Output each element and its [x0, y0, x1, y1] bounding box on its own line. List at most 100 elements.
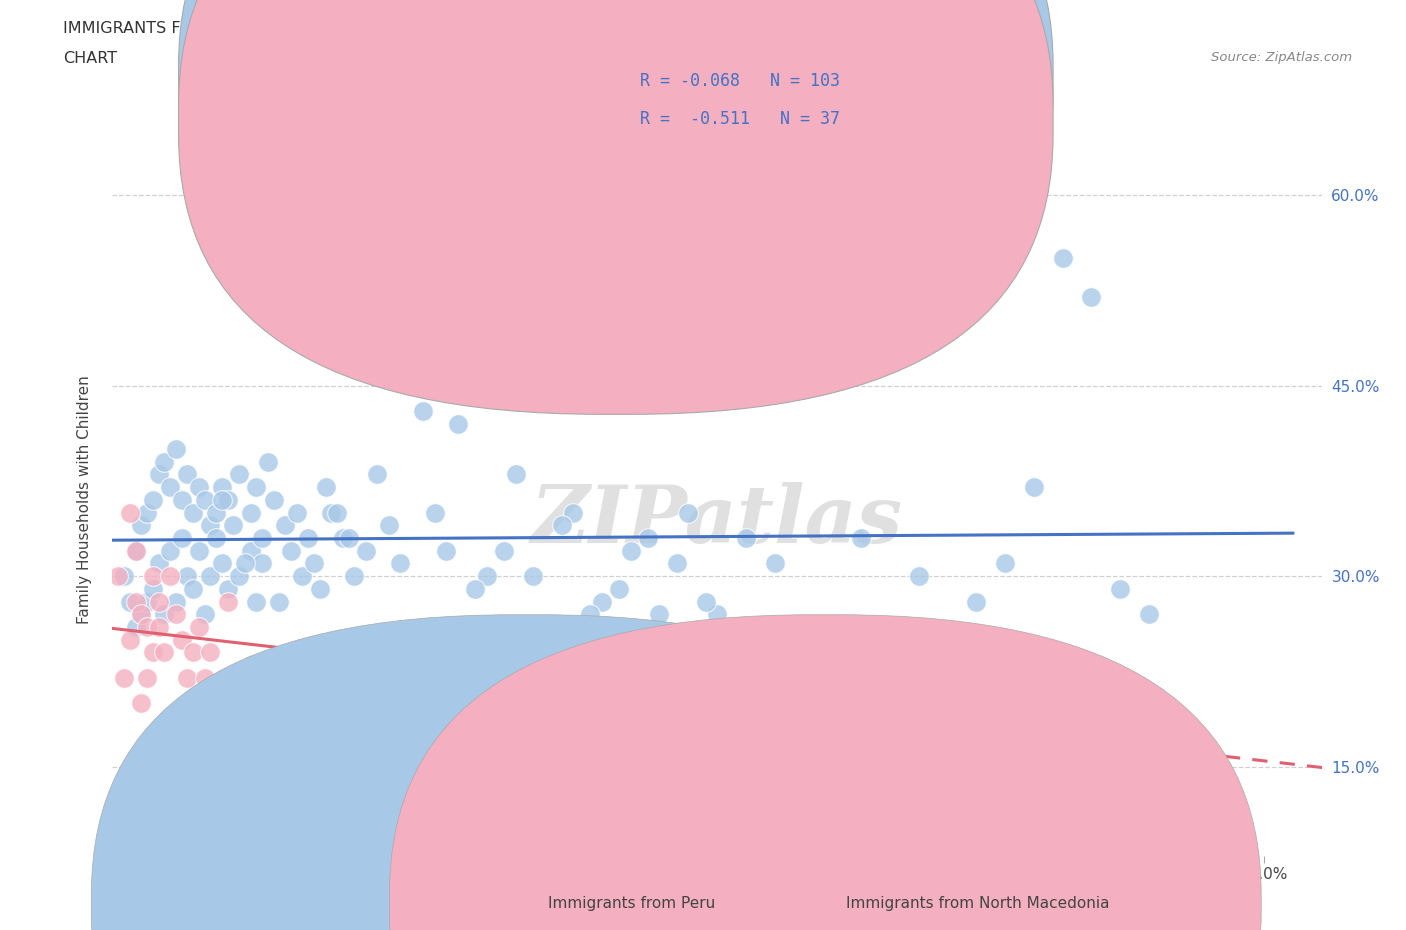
Point — [591, 594, 613, 609]
Point — [176, 568, 198, 583]
Point — [136, 619, 159, 634]
Text: Immigrants from Peru: Immigrants from Peru — [548, 897, 716, 911]
Point — [337, 530, 360, 545]
Point — [401, 365, 423, 380]
Point — [436, 543, 458, 558]
Point — [354, 543, 377, 558]
Point — [176, 467, 198, 482]
Point — [112, 568, 135, 583]
Point — [165, 594, 187, 609]
Text: Source: ZipAtlas.com: Source: ZipAtlas.com — [1212, 51, 1353, 64]
Point — [124, 543, 146, 558]
Point — [250, 556, 273, 571]
Point — [907, 709, 929, 724]
Point — [607, 581, 630, 596]
Point — [315, 480, 337, 495]
Point — [447, 417, 470, 432]
Text: ZIPatlas: ZIPatlas — [531, 483, 903, 560]
Point — [792, 619, 814, 634]
Point — [297, 530, 319, 545]
Point — [308, 581, 330, 596]
Point — [205, 696, 228, 711]
Point — [153, 606, 176, 621]
Point — [118, 594, 141, 609]
Text: Immigrants from North Macedonia: Immigrants from North Macedonia — [846, 897, 1109, 911]
Point — [280, 543, 302, 558]
Point — [637, 530, 659, 545]
Point — [142, 568, 165, 583]
Point — [665, 556, 688, 571]
Point — [181, 505, 204, 520]
Point — [245, 594, 267, 609]
Point — [187, 543, 209, 558]
Point — [217, 581, 239, 596]
Point — [302, 658, 325, 672]
Point — [366, 467, 388, 482]
Point — [250, 530, 273, 545]
Point — [222, 518, 245, 533]
Point — [648, 606, 671, 621]
Point — [205, 530, 228, 545]
Point — [965, 594, 987, 609]
Point — [291, 568, 314, 583]
Point — [129, 518, 152, 533]
Point — [620, 543, 643, 558]
Point — [118, 505, 141, 520]
Point — [849, 530, 872, 545]
Point — [678, 505, 700, 520]
Point — [194, 671, 217, 685]
Point — [492, 543, 515, 558]
Point — [332, 530, 354, 545]
Point — [129, 606, 152, 621]
Point — [233, 556, 256, 571]
Point — [378, 518, 401, 533]
Point — [285, 505, 308, 520]
Point — [1080, 289, 1102, 304]
Point — [1022, 480, 1045, 495]
Point — [678, 671, 700, 685]
Point — [170, 493, 193, 508]
Text: CHART: CHART — [63, 51, 117, 66]
Point — [211, 480, 233, 495]
Point — [187, 619, 209, 634]
Point — [148, 594, 170, 609]
Point — [326, 505, 349, 520]
Point — [148, 467, 170, 482]
Point — [153, 455, 176, 470]
Point — [579, 606, 602, 621]
Point — [148, 619, 170, 634]
Point — [447, 696, 470, 711]
Point — [136, 505, 159, 520]
Point — [239, 543, 262, 558]
Point — [332, 671, 354, 685]
Point — [412, 404, 434, 418]
Point — [165, 606, 187, 621]
Point — [107, 568, 129, 583]
Point — [124, 543, 146, 558]
Point — [181, 644, 204, 659]
Point — [562, 644, 585, 659]
Point — [423, 505, 446, 520]
Point — [211, 493, 233, 508]
Point — [124, 594, 146, 609]
Point — [706, 606, 728, 621]
Point — [1109, 581, 1132, 596]
Point — [129, 606, 152, 621]
Point — [170, 632, 193, 647]
Point — [228, 467, 250, 482]
Point — [533, 379, 555, 393]
Point — [148, 556, 170, 571]
Point — [176, 671, 198, 685]
Point — [239, 658, 262, 672]
Point — [763, 556, 786, 571]
Point — [142, 493, 165, 508]
Point — [250, 671, 273, 685]
Point — [205, 505, 228, 520]
Point — [136, 671, 159, 685]
Point — [217, 594, 239, 609]
Point — [159, 568, 181, 583]
Y-axis label: Family Households with Children: Family Households with Children — [77, 376, 91, 624]
Point — [239, 505, 262, 520]
Point — [142, 644, 165, 659]
Point — [200, 568, 222, 583]
